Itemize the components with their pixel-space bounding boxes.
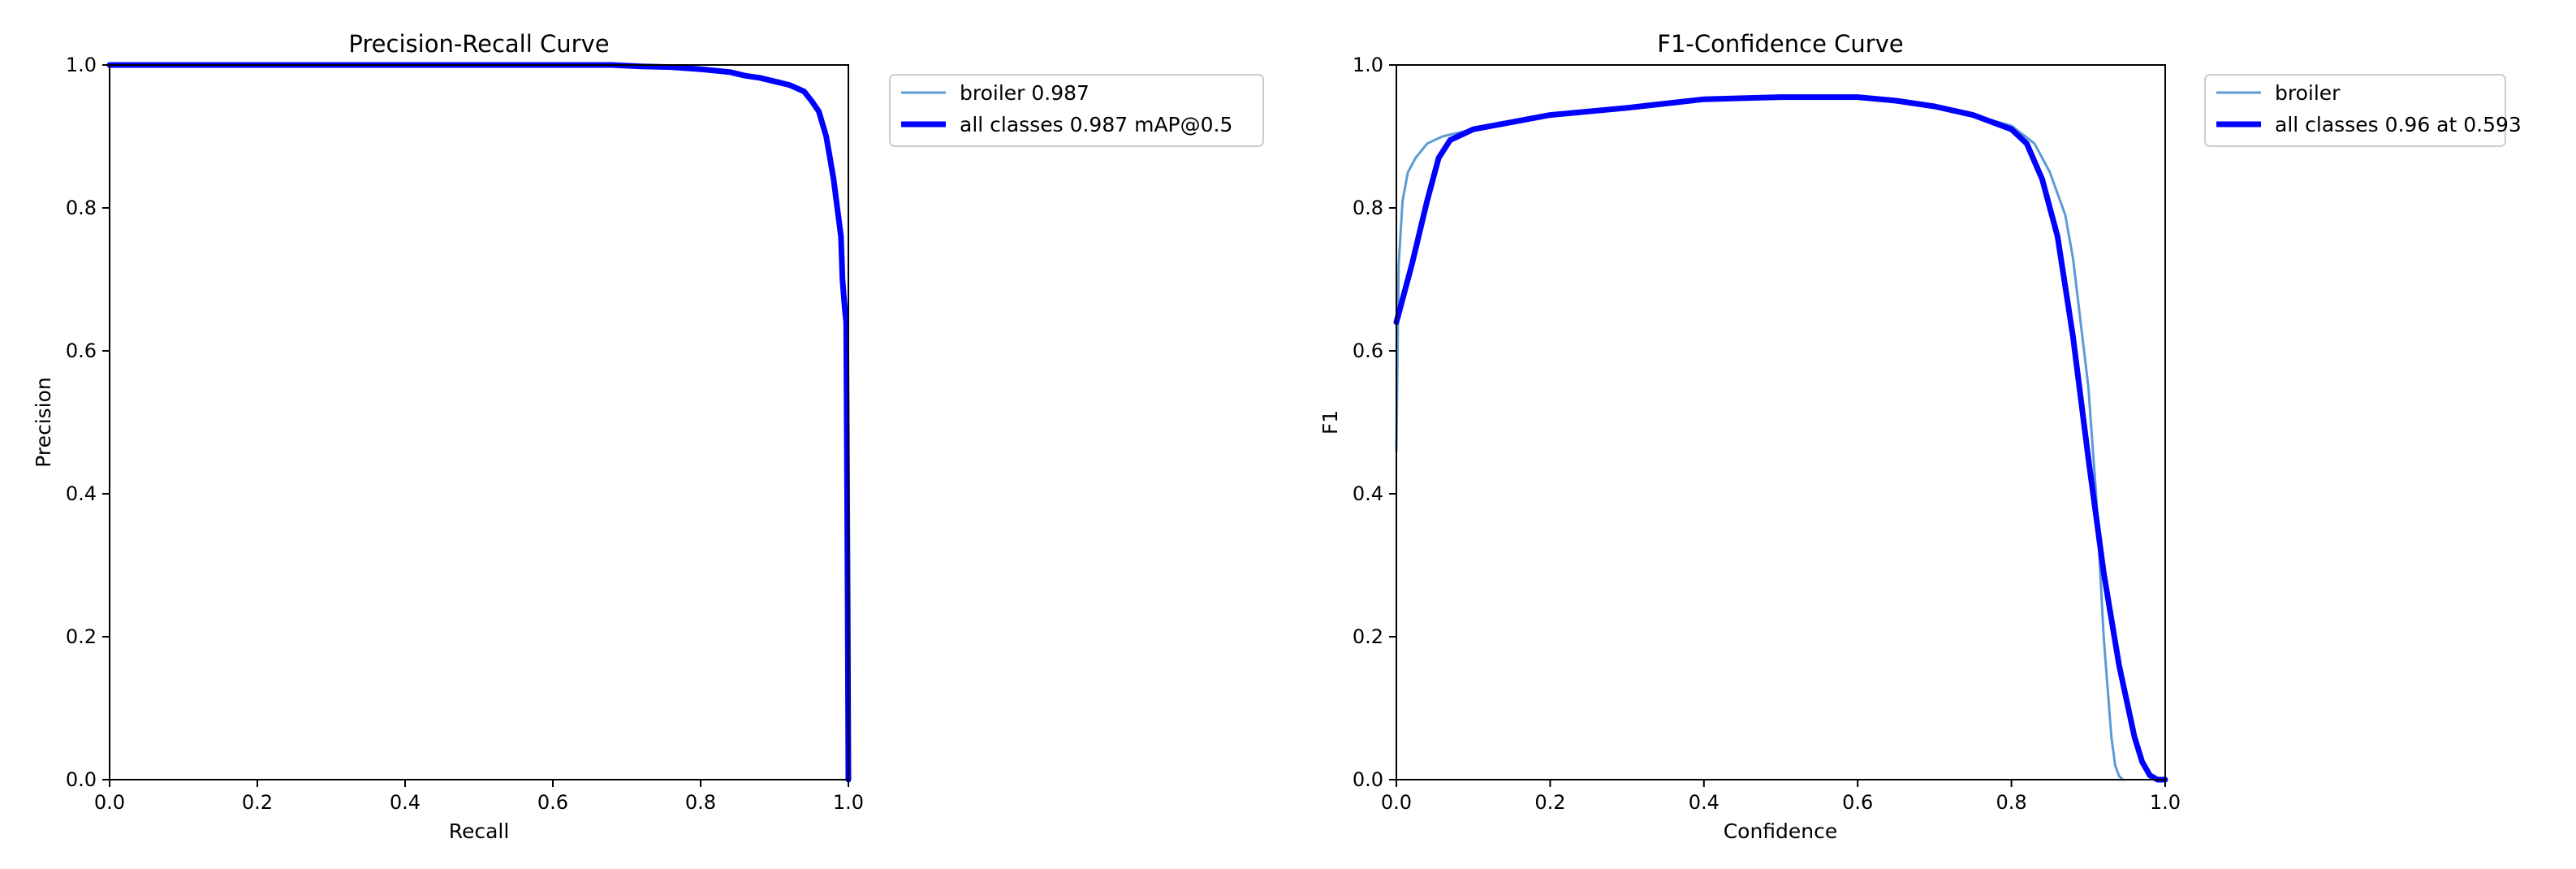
chart-title: Precision-Recall Curve [348,30,609,58]
y-tick-label: 0.0 [1353,768,1383,791]
series-line-broiler [1395,96,2125,781]
series-line-broiler [108,63,850,781]
legend-label-all-classes: all classes 0.987 mAP@0.5 [960,113,1232,136]
plot-area [106,62,852,783]
x-tick-label: 0.0 [1381,791,1412,814]
legend-label-all-classes: all classes 0.96 at 0.593 [2275,113,2522,136]
y-tick-label: 0.4 [1353,482,1383,505]
f1-confidence-chart: F1-Confidence Curve 0.0 0.2 0.4 0.6 0.8 1.0 0… [1318,30,2522,843]
y-tick-label: 0.8 [66,197,97,219]
x-tick-label: 0.2 [1534,791,1565,814]
x-axis-ticks: 0.0 0.2 0.4 0.6 0.8 1.0 [94,780,864,814]
x-axis-label: Confidence [1724,819,1838,843]
plot-area [1393,94,2168,783]
x-tick-label: 0.8 [685,791,716,814]
y-tick-label: 0.6 [1353,339,1383,362]
legend: broiler 0.987 all classes 0.987 mAP@0.5 [889,74,1264,147]
y-axis-ticks: 0.0 0.2 0.4 0.6 0.8 1.0 [66,54,110,791]
y-tick-label: 0.6 [66,339,97,362]
x-tick-label: 0.6 [1842,791,1873,814]
x-tick-label: 1.0 [2150,791,2181,814]
x-tick-label: 0.8 [1996,791,2027,814]
x-tick-label: 0.6 [537,791,568,814]
x-tick-label: 0.4 [1689,791,1719,814]
y-axis-label: F1 [1318,410,1342,434]
chart-title: F1-Confidence Curve [1657,30,1903,58]
y-axis-ticks: 0.0 0.2 0.4 0.6 0.8 1.0 [1353,54,1396,791]
y-tick-label: 1.0 [66,54,97,76]
y-tick-label: 0.2 [66,625,97,648]
series-line-all-all [1393,94,2168,783]
x-tick-label: 0.4 [390,791,421,814]
y-tick-label: 1.0 [1353,54,1383,76]
x-tick-label: 1.0 [833,791,864,814]
y-tick-label: 0.8 [1353,197,1383,219]
legend-label-broiler: broiler [2275,81,2341,105]
series-line-all-all [106,62,852,783]
x-axis-ticks: 0.0 0.2 0.4 0.6 0.8 1.0 [1381,780,2181,814]
x-tick-label: 0.0 [94,791,125,814]
y-tick-label: 0.0 [66,768,97,791]
y-axis-label: Precision [32,377,55,468]
legend-box [2204,74,2506,147]
y-tick-label: 0.2 [1353,625,1383,648]
precision-recall-chart: Precision-Recall Curve 0.0 0.2 0.4 0.6 0.8 1.… [32,30,1264,843]
x-tick-label: 0.2 [242,791,273,814]
legend-label-broiler: broiler 0.987 [960,81,1090,105]
axes-frame [1396,64,2166,780]
x-axis-label: Recall [449,819,510,843]
axes-frame [109,64,849,780]
legend: broiler all classes 0.96 at 0.593 [2204,74,2522,147]
y-tick-label: 0.4 [66,482,97,505]
legend-box [889,74,1264,147]
